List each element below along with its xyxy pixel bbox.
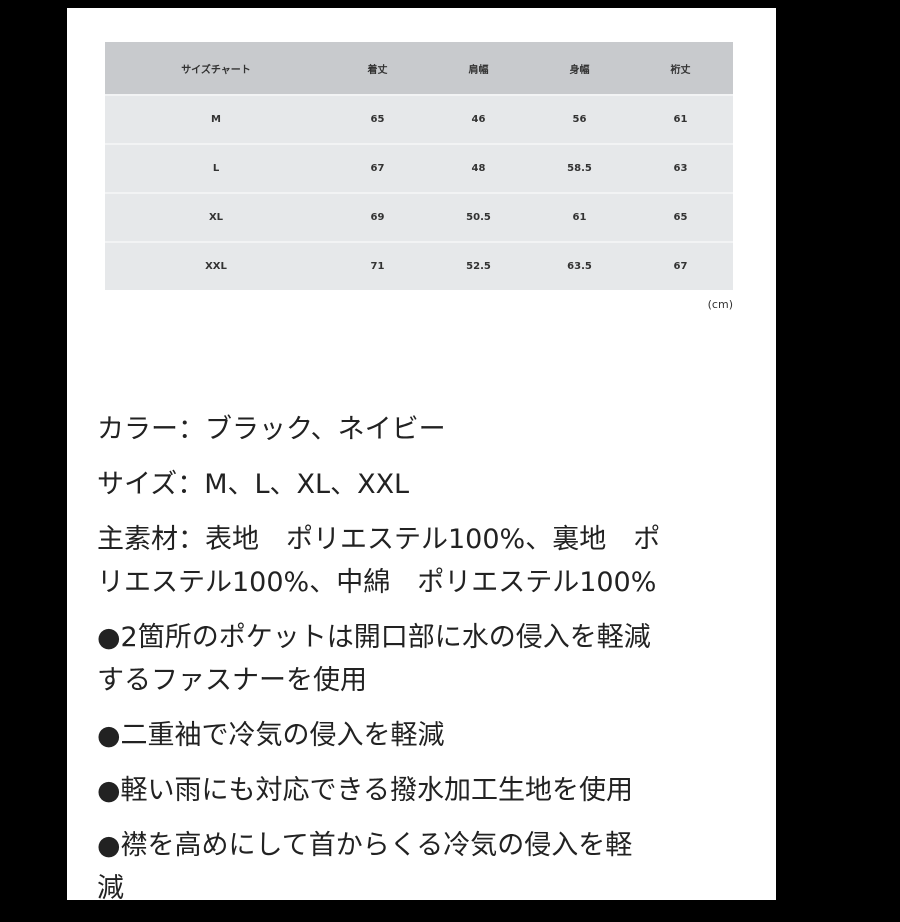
description-paragraph: 主素材：表地 ポリエステル100%、裏地 ポリエステル100%、中綿 ポリエステ…: [97, 518, 777, 604]
description-line: 主素材：表地 ポリエステル100%、裏地 ポ: [97, 524, 661, 555]
description-paragraph: ●二重袖で冷気の侵入を軽減: [97, 714, 777, 757]
product-detail-panel: サイズチャート 着丈 肩幅 身幅 裄丈 M 65 46 56 61 L 67 48 58.5 63…: [67, 8, 776, 904]
table-cell: 61: [673, 114, 688, 125]
table-cell: 63: [673, 163, 688, 174]
description-paragraph: サイズ：M、L、XL、XXL: [97, 463, 777, 506]
table-row: L 67 48 58.5 63: [105, 143, 733, 192]
header-cell: 肩幅: [468, 64, 489, 76]
table-cell: L: [212, 163, 220, 174]
table-cell: 58.5: [567, 163, 592, 174]
description-line: 減: [97, 873, 124, 904]
description-line: カラー：ブラック、ネイビー: [97, 414, 446, 445]
table-cell: 46: [471, 114, 486, 125]
product-description: カラー：ブラック、ネイビー サイズ：M、L、XL、XXL 主素材：表地 ポリエステル…: [97, 408, 777, 922]
table-cell: 69: [370, 212, 385, 223]
description-paragraph: ●襟を高めにして首からくる冷気の侵入を軽減: [97, 824, 777, 910]
table-cell: M: [211, 114, 221, 125]
size-chart-header-row: サイズチャート 着丈 肩幅 身幅 裄丈: [105, 42, 733, 94]
header-cell: 裄丈: [670, 64, 691, 76]
description-line: するファスナーを使用: [97, 665, 367, 696]
description-paragraph: カラー：ブラック、ネイビー: [97, 408, 777, 451]
description-line: リエステル100%、中綿 ポリエステル100%: [97, 567, 657, 598]
table-cell: 65: [673, 212, 688, 223]
table-cell: XXL: [205, 261, 227, 272]
table-cell: 48: [471, 163, 486, 174]
header-cell: 着丈: [367, 64, 388, 76]
table-row: M 65 46 56 61: [105, 94, 733, 143]
table-cell: 52.5: [466, 261, 491, 272]
table-cell: 71: [370, 261, 385, 272]
table-row: XXL 71 52.5 63.5 67: [105, 241, 733, 290]
table-cell: 50.5: [466, 212, 491, 223]
description-line: ●軽い雨にも対応できる撥水加工生地を使用: [97, 775, 634, 806]
description-line: ●2箇所のポケットは開口部に水の侵入を軽減: [97, 622, 651, 653]
table-cell: 63.5: [567, 261, 592, 272]
table-row: XL 69 50.5 61 65: [105, 192, 733, 241]
description-line: ●二重袖で冷気の侵入を軽減: [97, 720, 445, 751]
table-cell: 67: [673, 261, 688, 272]
size-chart-table: サイズチャート 着丈 肩幅 身幅 裄丈 M 65 46 56 61 L 67 48 58.5 63…: [105, 42, 733, 290]
header-cell: サイズチャート: [181, 64, 251, 76]
table-cell: XL: [208, 212, 224, 223]
description-paragraph: ●2箇所のポケットは開口部に水の侵入を軽減 するファスナーを使用: [97, 616, 777, 702]
table-cell: 67: [370, 163, 385, 174]
header-cell: 身幅: [569, 64, 590, 76]
description-paragraph: ●軽い雨にも対応できる撥水加工生地を使用: [97, 769, 777, 812]
table-cell: 61: [572, 212, 587, 223]
table-cell: 56: [572, 114, 587, 125]
unit-label: (cm): [707, 298, 733, 311]
description-line: サイズ：M、L、XL、XXL: [97, 469, 410, 500]
description-line: ●襟を高めにして首からくる冷気の侵入を軽: [97, 830, 633, 861]
table-cell: 65: [370, 114, 385, 125]
